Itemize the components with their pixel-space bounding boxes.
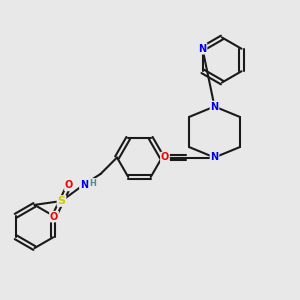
Text: O: O xyxy=(50,212,58,222)
Text: N: N xyxy=(210,101,219,112)
Text: H: H xyxy=(89,178,96,188)
Text: O: O xyxy=(65,180,73,190)
Text: N: N xyxy=(210,152,219,163)
Text: O: O xyxy=(161,152,169,163)
Text: S: S xyxy=(58,196,65,206)
Text: N: N xyxy=(80,179,88,190)
Text: N: N xyxy=(199,44,207,54)
